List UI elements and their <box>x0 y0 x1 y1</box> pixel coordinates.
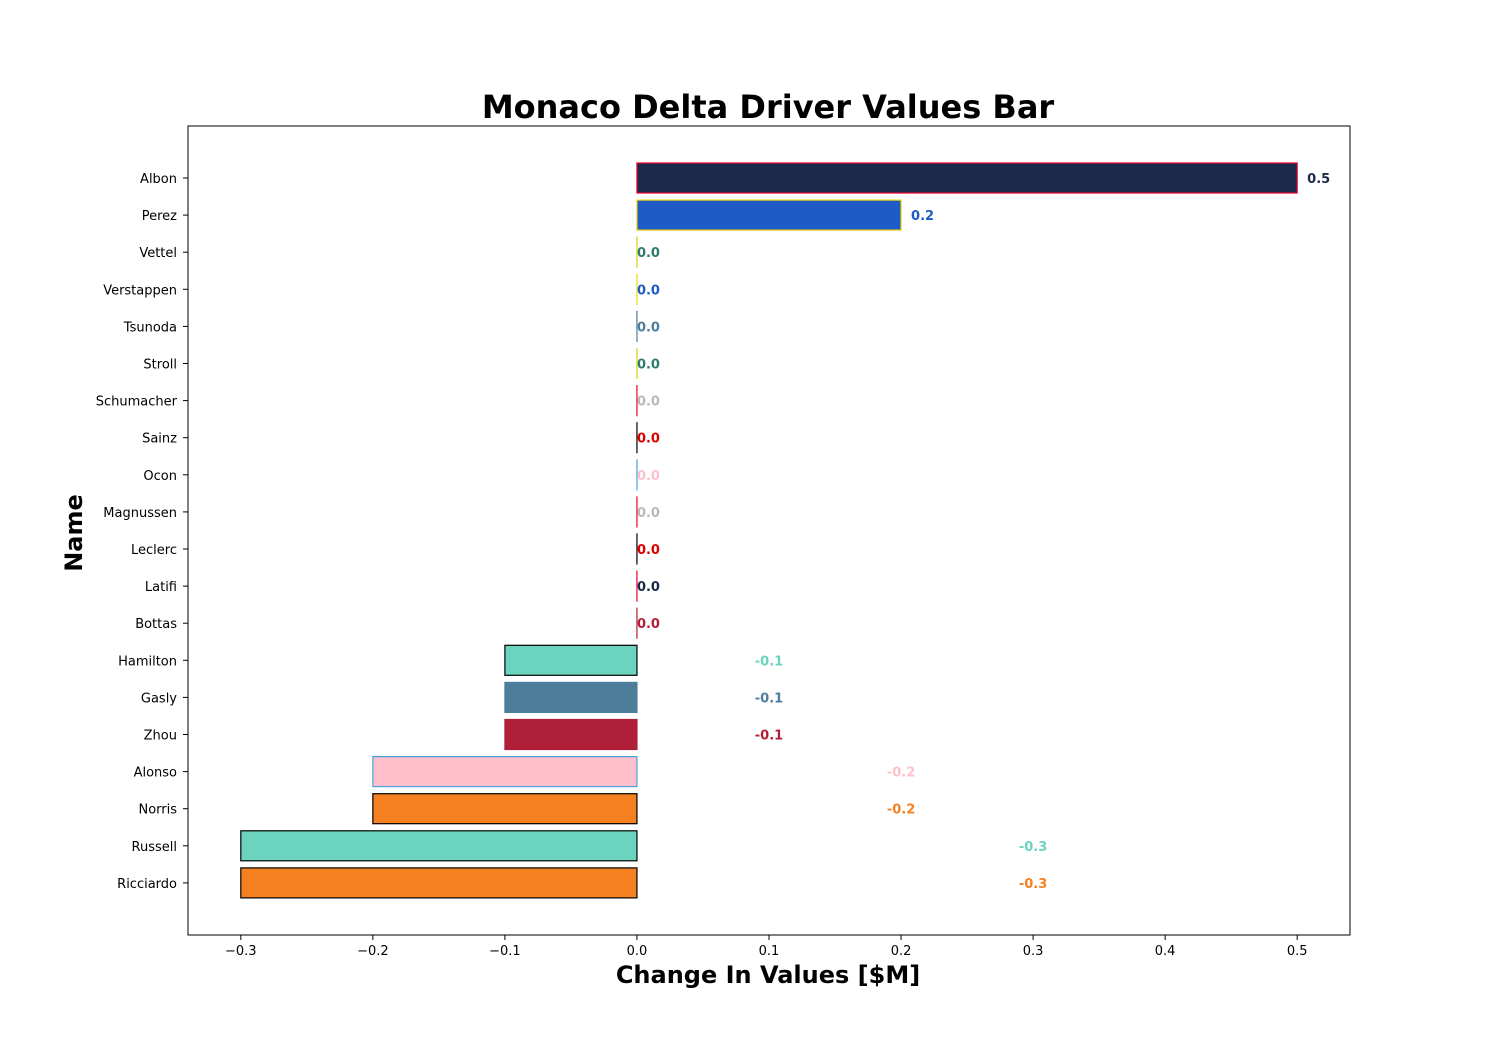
y-tick-label: Ricciardo <box>117 877 177 892</box>
y-tick-label: Ocon <box>143 469 177 484</box>
y-tick-label: Tsunoda <box>123 320 177 335</box>
data-label-vettel: 0.0 <box>637 246 660 261</box>
data-label-sainz: 0.0 <box>637 432 660 447</box>
data-label-latifi: 0.0 <box>637 580 660 595</box>
data-label-alonso: -0.2 <box>887 766 915 781</box>
data-label-perez: 0.2 <box>911 209 934 224</box>
bars-group <box>240 162 1298 899</box>
y-tick-label: Albon <box>140 172 177 187</box>
bar-norris <box>372 793 638 825</box>
data-label-russell: -0.3 <box>1019 840 1047 855</box>
y-tick-label: Sainz <box>142 432 177 447</box>
y-tick-label: Latifi <box>145 580 177 595</box>
x-tick-label: 0.3 <box>1023 944 1044 959</box>
y-tick-label: Zhou <box>144 729 177 744</box>
plot-area-frame <box>187 125 1351 936</box>
data-label-tsunoda: 0.0 <box>637 320 660 335</box>
data-label-hamilton: -0.1 <box>755 654 783 669</box>
y-tick-label: Verstappen <box>103 283 177 298</box>
y-axis-ticks: Albon Perez Vettel Verstappen Tsunoda Stroll S… <box>96 172 188 892</box>
y-tick-label: Hamilton <box>118 654 177 669</box>
y-tick-label: Schumacher <box>96 395 178 410</box>
data-label-ocon: 0.0 <box>637 469 660 484</box>
y-tick-label: Alonso <box>134 766 177 781</box>
bar-alonso <box>372 755 638 788</box>
y-tick-label: Perez <box>142 209 177 224</box>
x-tick-label: −0.1 <box>489 944 521 959</box>
y-axis-label: Name <box>60 494 88 572</box>
data-labels-group: 0.5 0.2 0.0 0.0 0.0 0.0 0.0 0.0 0.0 0.0 0.0 0.0 0.0 -… <box>637 172 1330 892</box>
y-tick-label: Stroll <box>143 358 177 373</box>
bar-russell <box>240 830 638 862</box>
y-tick-label: Norris <box>138 803 177 818</box>
bar-perez <box>636 199 902 231</box>
data-label-albon: 0.5 <box>1307 172 1330 187</box>
data-label-verstappen: 0.0 <box>637 283 660 298</box>
y-tick-label: Gasly <box>141 691 177 706</box>
x-tick-label: 0.2 <box>891 944 912 959</box>
data-label-gasly: -0.1 <box>755 691 783 706</box>
x-tick-label: 0.1 <box>759 944 780 959</box>
data-label-schumacher: 0.0 <box>637 395 660 410</box>
chart-title: Monaco Delta Driver Values Bar <box>482 88 1055 126</box>
x-tick-label: 0.0 <box>627 944 648 959</box>
x-tick-label: 0.5 <box>1287 944 1308 959</box>
x-axis-label: Change In Values [$M] <box>616 961 920 989</box>
x-axis-ticks: −0.3 −0.2 −0.1 0.0 0.1 0.2 0.3 0.4 0.5 <box>225 935 1308 959</box>
x-tick-label: −0.2 <box>357 944 389 959</box>
data-label-stroll: 0.0 <box>637 358 660 373</box>
data-label-norris: -0.2 <box>887 803 915 818</box>
y-tick-label: Leclerc <box>131 543 177 558</box>
y-tick-label: Bottas <box>135 617 177 632</box>
data-label-zhou: -0.1 <box>755 729 783 744</box>
bar-gasly <box>504 681 638 714</box>
y-tick-label: Magnussen <box>103 506 177 521</box>
x-tick-label: −0.3 <box>225 944 257 959</box>
x-tick-label: 0.4 <box>1155 944 1176 959</box>
bar-ricciardo <box>240 867 638 899</box>
bar-albon <box>636 162 1298 194</box>
data-label-magnussen: 0.0 <box>637 506 660 521</box>
data-label-ricciardo: -0.3 <box>1019 877 1047 892</box>
y-tick-label: Vettel <box>139 246 177 261</box>
y-tick-label: Russell <box>132 840 177 855</box>
data-label-bottas: 0.0 <box>637 617 660 632</box>
bar-hamilton <box>504 644 638 676</box>
bar-zhou <box>504 718 638 751</box>
data-label-leclerc: 0.0 <box>637 543 660 558</box>
